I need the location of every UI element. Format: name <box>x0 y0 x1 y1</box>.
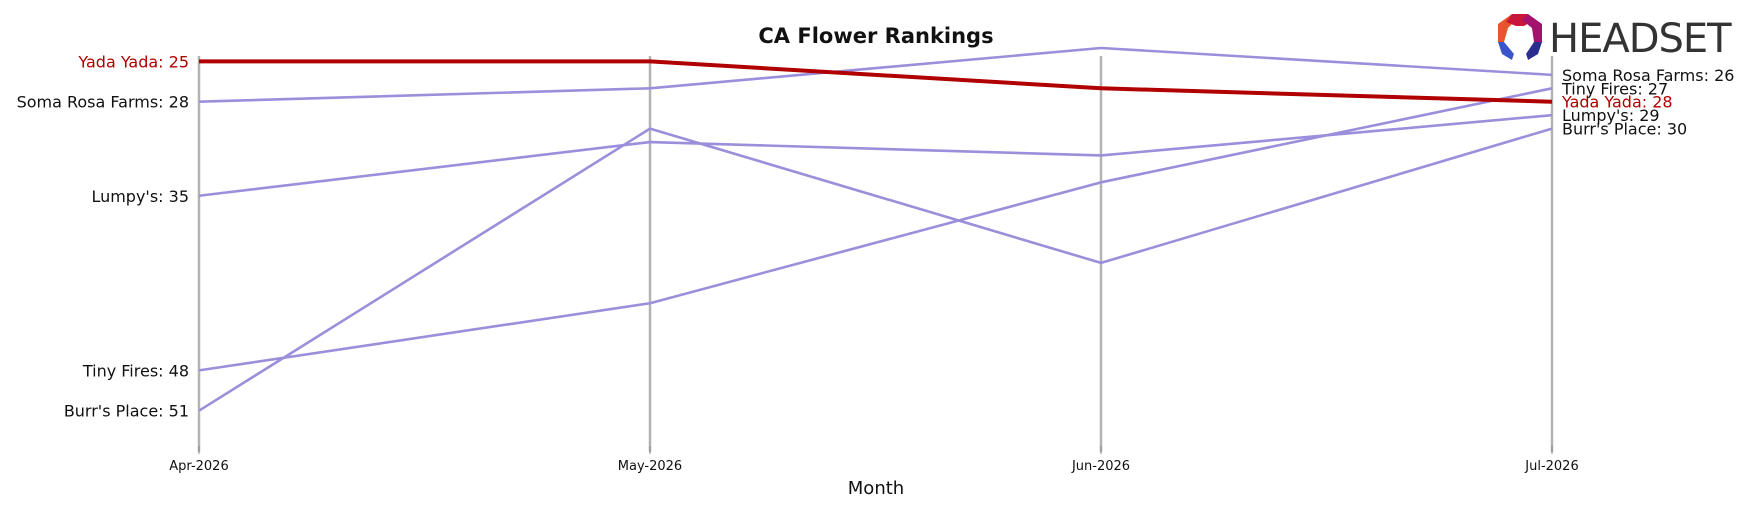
x-axis-ticks: Apr-2026 May-2026 Jun-2026 Jul-2026 <box>169 446 1579 474</box>
x-tick-label: Jun-2026 <box>1071 459 1130 474</box>
series-line-lumpy-s <box>198 113 1553 198</box>
x-axis-label: Month <box>848 478 904 499</box>
end-label-burr-s-place: Burr's Place: 30 <box>1562 120 1687 139</box>
series-line-tiny-fires <box>198 87 1553 372</box>
end-label-lumpy-s: Lumpy's: 29 <box>1562 106 1660 125</box>
end-label-soma-rosa-farms: Soma Rosa Farms: 26 <box>1562 66 1734 85</box>
headset-hexagon-logo-icon <box>1498 14 1542 60</box>
start-label-lumpy-s: Lumpy's: 35 <box>91 187 189 206</box>
grid-lines <box>197 56 1554 452</box>
start-label-yada-yada: Yada Yada: 25 <box>77 52 189 71</box>
end-label-tiny-fires: Tiny Fires: 27 <box>1561 79 1668 98</box>
x-tick-label: Jul-2026 <box>1524 459 1578 474</box>
brand-wordmark: HEADSET <box>1549 16 1732 62</box>
chart-title: CA Flower Rankings <box>758 24 993 48</box>
brand-logo: HEADSET <box>1498 14 1733 62</box>
series-lines <box>198 46 1553 412</box>
end-label-yada-yada: Yada Yada: 28 <box>1561 93 1673 112</box>
x-tick-label: May-2026 <box>618 459 682 474</box>
start-label-burr-s-place: Burr's Place: 51 <box>64 402 189 421</box>
series-line-burr-s-place <box>198 127 1553 412</box>
series-line-soma-rosa-farms <box>198 46 1553 104</box>
x-tick-label: Apr-2026 <box>169 459 228 474</box>
series-labels: Yada Yada: 25 Yada Yada: 28 Soma Rosa Farm… <box>17 52 1735 420</box>
start-label-tiny-fires: Tiny Fires: 48 <box>82 361 189 380</box>
series-line-yada-yada <box>199 59 1553 104</box>
start-label-soma-rosa-farms: Soma Rosa Farms: 28 <box>17 93 189 112</box>
